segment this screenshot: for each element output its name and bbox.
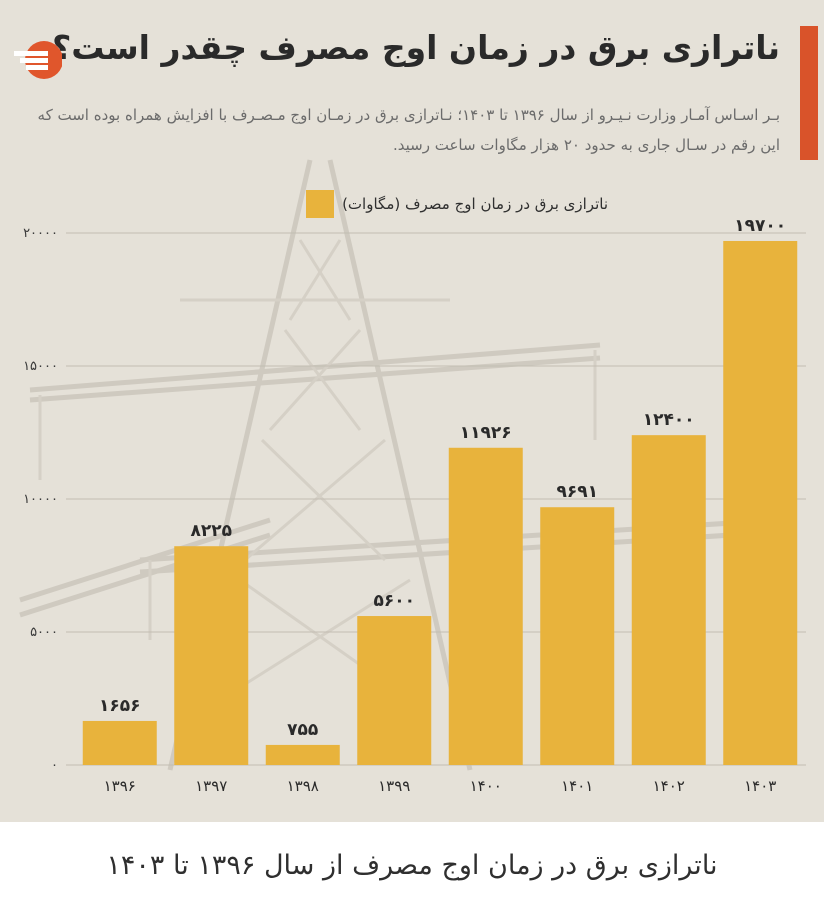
infographic-card: ناترازی برق در زمان اوج مصرف چقدر است؟ ب… <box>0 0 824 822</box>
bar <box>82 720 157 765</box>
x-tick-label: ۱۴۰۱ <box>561 777 593 795</box>
bar-chart: ۰ ۵۰۰۰ ۱۰۰۰۰ ۱۵۰۰۰ ۲۰۰۰۰ ۱۶۵۶ ۱۳۹۶ ۸۲۲۵ ۱۳۹۷ ۷۵۵ ۱… <box>23 216 806 795</box>
bar-value-label: ۱۶۵۶ <box>99 696 141 716</box>
y-tick-label: ۰ <box>51 758 58 773</box>
bar-value-label: ۱۹۷۰۰ <box>734 216 786 236</box>
bar <box>357 616 432 765</box>
bar <box>448 447 523 765</box>
bar-value-label: ۱۲۴۰۰ <box>643 410 695 430</box>
bar-value-label: ۵۶۰۰ <box>373 591 415 611</box>
legend: ناترازی برق در زمان اوج مصرف (مگاوات) <box>306 190 608 218</box>
x-tick-label: ۱۴۰۲ <box>653 777 685 795</box>
legend-label: ناترازی برق در زمان اوج مصرف (مگاوات) <box>342 195 608 213</box>
y-tick-label: ۱۰۰۰۰ <box>23 492 58 507</box>
accent-bar <box>800 26 818 160</box>
y-tick-label: ۲۰۰۰۰ <box>23 226 58 241</box>
y-tick-label: ۵۰۰۰ <box>30 625 58 640</box>
y-tick-label: ۱۵۰۰۰ <box>23 359 58 374</box>
x-tick-label: ۱۳۹۸ <box>287 777 319 795</box>
bar <box>174 546 249 765</box>
caption: ناترازی برق در زمان اوج مصرف از سال ۱۳۹۶… <box>0 822 824 908</box>
bar <box>723 240 798 766</box>
subtitle: بـر اسـاس آمـار وزارت نـیـرو از سال ۱۳۹۶… <box>37 106 780 154</box>
x-tick-label: ۱۳۹۶ <box>104 777 136 795</box>
bar-value-label: ۱۱۹۲۶ <box>460 423 512 443</box>
brand-logo-icon <box>14 41 62 79</box>
bar-value-label: ۷۵۵ <box>287 720 318 740</box>
x-tick-label: ۱۴۰۰ <box>470 777 502 795</box>
bar-value-label: ۹۶۹۱ <box>556 482 598 502</box>
legend-swatch <box>306 190 335 218</box>
x-tick-label: ۱۴۰۳ <box>744 777 776 795</box>
bar <box>265 744 340 765</box>
bar <box>631 435 706 765</box>
bar <box>540 507 615 765</box>
page-title: ناترازی برق در زمان اوج مصرف چقدر است؟ <box>52 28 780 67</box>
x-tick-label: ۱۳۹۹ <box>378 777 410 795</box>
x-tick-label: ۱۳۹۷ <box>195 777 227 795</box>
bar-value-label: ۸۲۲۵ <box>190 521 232 541</box>
